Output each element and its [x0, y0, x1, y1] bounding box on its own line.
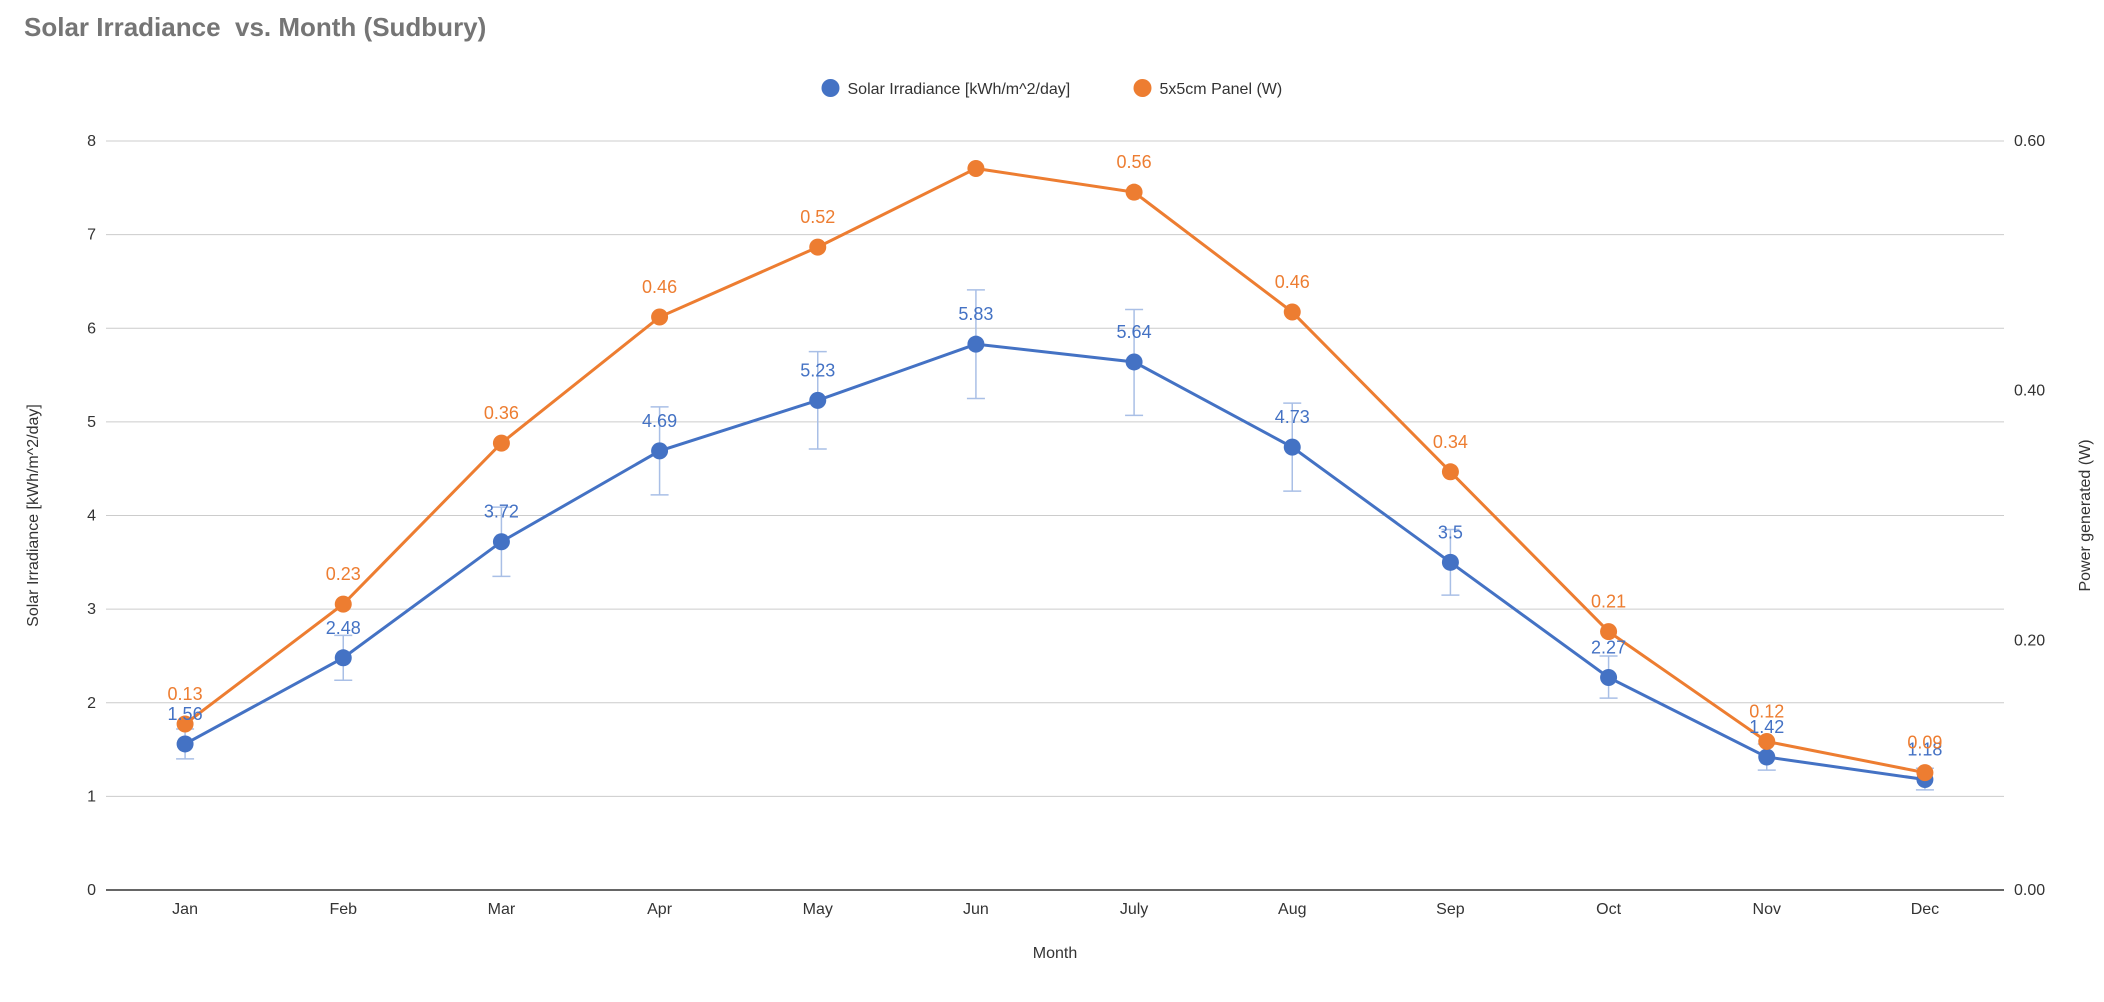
series-line-1: [184, 342, 1926, 782]
x-tick-label: May: [803, 901, 833, 918]
y-tick-label-left: 1: [87, 788, 96, 805]
chart-title: Solar Irradiance vs. Month (Sudbury): [24, 12, 487, 42]
y-tick-label-left: 6: [87, 320, 96, 337]
data-point: [651, 442, 669, 460]
data-point: [1441, 463, 1459, 481]
data-labels: 1.56 2.48 3.72 4.69 5.23 5.83 5.64 4.73 3.5 2.27 1…: [168, 152, 1943, 759]
data-point: [492, 434, 510, 452]
data-label: 0.34: [1433, 432, 1468, 452]
data-label: 1.56: [168, 704, 203, 724]
x-tick-label: Aug: [1278, 901, 1306, 918]
data-label: 1.42: [1749, 717, 1784, 737]
y-tick-label-left: 5: [87, 414, 96, 431]
y-tick-label-right: 0.60: [2014, 133, 2045, 150]
data-label: 0.21: [1591, 592, 1626, 612]
data-label: 5.83: [958, 304, 993, 324]
data-label: 2.48: [326, 618, 361, 638]
data-point: [1758, 748, 1776, 766]
x-tick-label: Sep: [1436, 901, 1465, 918]
legend-label-1: Solar Irradiance [kWh/m^2/day]: [848, 81, 1071, 98]
data-point: [176, 735, 194, 753]
legend-label-2: 5x5cm Panel (W): [1160, 81, 1283, 98]
data-point: [176, 715, 194, 733]
y-tick-label-left: 4: [87, 508, 96, 525]
data-point: [334, 649, 352, 667]
y-tick-label-right: 0.20: [2014, 632, 2045, 649]
data-label: 0.52: [800, 207, 835, 227]
data-point: [1125, 183, 1143, 201]
data-label: 1.18: [1907, 740, 1942, 760]
data-label: 3.5: [1438, 522, 1463, 542]
data-point: [651, 308, 669, 326]
data-point: [967, 159, 985, 177]
y-tick-label-left: 2: [87, 695, 96, 712]
y-tick-label-right: 0.00: [2014, 882, 2045, 899]
x-tick-label: Nov: [1753, 901, 1781, 918]
data-label: 2.27: [1591, 637, 1626, 657]
data-point: [1441, 553, 1459, 571]
data-point: [967, 335, 985, 353]
data-points: [176, 159, 1934, 789]
data-label: 4.69: [642, 411, 677, 431]
y-tick-label-left: 3: [87, 601, 96, 618]
data-label: 5.23: [800, 360, 835, 380]
x-tick-label: Apr: [647, 901, 673, 918]
x-tick-label: Jun: [963, 901, 989, 918]
y-axis-title-left: Solar Irradiance [kWh/m^2/day]: [25, 404, 42, 627]
x-tick-label: Mar: [488, 901, 516, 918]
data-point: [492, 533, 510, 551]
data-point: [1283, 303, 1301, 321]
axes: 0 1 2 3 4 5 6 7 8 0.00 0.20 0.40 0.60 Jan Feb Mar Apr May…: [25, 133, 2094, 962]
data-point: [1600, 668, 1618, 686]
legend-marker-1: [821, 79, 840, 97]
x-tick-label: Jan: [172, 901, 198, 918]
x-tick-label: Oct: [1596, 901, 1621, 918]
data-label: 0.12: [1749, 701, 1784, 721]
data-point: [1600, 623, 1618, 641]
data-label: 0.09: [1907, 733, 1942, 753]
x-tick-label: Feb: [329, 901, 357, 918]
data-point: [809, 238, 827, 256]
data-point: [809, 391, 827, 409]
gridlines: [106, 140, 2004, 797]
y-tick-label-left: 0: [87, 882, 96, 899]
y-tick-label-left: 8: [87, 133, 96, 150]
data-label: 5.64: [1117, 322, 1152, 342]
x-tick-label: Dec: [1911, 901, 1939, 918]
legend-marker-2: [1133, 79, 1152, 97]
legend: Solar Irradiance [kWh/m^2/day] 5x5cm Pane…: [821, 79, 1283, 98]
data-label: 0.46: [1275, 272, 1310, 292]
x-tick-label: July: [1120, 901, 1148, 918]
data-label: 3.72: [484, 502, 519, 522]
data-label: 0.36: [484, 403, 519, 423]
data-point: [1125, 353, 1143, 371]
series-lines: [184, 166, 1926, 782]
error-bars: [176, 289, 1934, 791]
data-point: [1916, 764, 1934, 782]
series-line-2: [184, 166, 1926, 775]
data-point: [334, 595, 352, 613]
x-axis-title: Month: [1033, 945, 1077, 962]
data-label: 4.73: [1275, 407, 1310, 427]
data-label: 0.13: [168, 684, 203, 704]
data-label: 0.23: [326, 564, 361, 584]
data-point: [1758, 732, 1776, 750]
y-axis-title-right: Power generated (W): [2077, 439, 2094, 591]
data-point: [1283, 438, 1301, 456]
y-tick-label-left: 7: [87, 227, 96, 244]
data-label: 0.56: [1117, 152, 1152, 172]
y-tick-label-right: 0.40: [2014, 383, 2045, 400]
data-label: 0.46: [642, 277, 677, 297]
